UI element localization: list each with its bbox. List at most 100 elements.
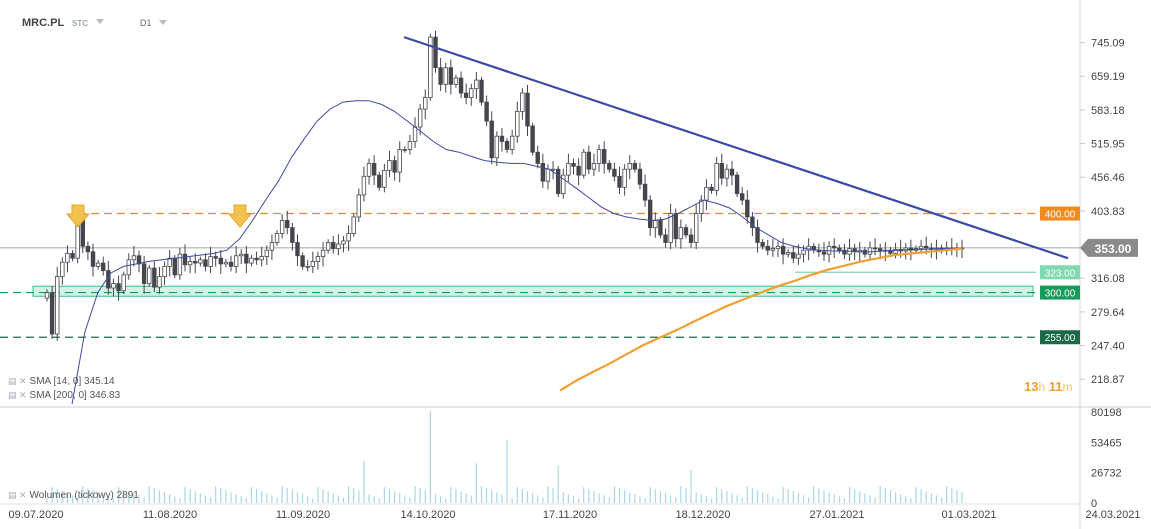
candle-body (683, 227, 689, 236)
candle-body (392, 160, 397, 173)
x-tick-label: 17.11.2020 (543, 509, 597, 521)
candle-body (162, 265, 167, 277)
indicator-sma14[interactable]: ▤ ✕ SMA [14, 0] 345.14 (8, 376, 115, 387)
candle-body (811, 245, 816, 251)
y-tick-label: 403.83 (1091, 206, 1125, 218)
candle-body (821, 251, 827, 255)
candle-body (182, 253, 188, 266)
candle-body (837, 247, 842, 251)
candle-body (438, 67, 443, 85)
candle-body (126, 259, 131, 276)
candle-body (331, 242, 336, 250)
indicator-menu-icon[interactable]: ▤ ✕ (8, 390, 27, 400)
candle-body (65, 252, 70, 263)
candle-body (509, 135, 515, 150)
candle-body (842, 249, 847, 255)
candle-body (279, 220, 285, 234)
candle-body (489, 120, 494, 159)
last-price-label: 353.00 (1095, 242, 1132, 256)
candle-body (239, 253, 244, 257)
candle-body (218, 257, 223, 265)
x-tick-label: 18.12.2020 (675, 509, 730, 521)
candle-body (341, 240, 346, 245)
candle-body (642, 183, 648, 201)
candle-body (49, 292, 55, 335)
price-level-label: 323.00 (1045, 268, 1076, 279)
candle-body (673, 213, 678, 240)
candle-body (893, 249, 898, 254)
candle-body (724, 168, 730, 179)
candle-body (612, 168, 617, 177)
candle-body (601, 149, 607, 164)
support-zone (32, 285, 1034, 297)
candle-body (167, 257, 172, 267)
chart-header: MRC.PL STC D1 (0, 0, 1151, 40)
candle-body (310, 261, 316, 267)
y-tick-label: 583.18 (1091, 105, 1125, 117)
candle-body (141, 263, 147, 284)
down-arrow-icon (65, 204, 91, 228)
price-level-box (1040, 330, 1080, 345)
candle-body (479, 79, 484, 103)
candle-body (581, 151, 586, 176)
candle-body (147, 267, 152, 284)
volume-tick-label: 26732 (1091, 468, 1122, 480)
candle-body (315, 256, 321, 262)
candle-body (264, 249, 270, 257)
candle-body (157, 276, 162, 288)
candle-body (336, 243, 341, 250)
candle-body (152, 267, 157, 288)
timeframe-label[interactable]: D1 (140, 18, 152, 28)
price-level-label: 255.00 (1045, 333, 1076, 344)
x-tick-label: 11.09.2020 (276, 509, 330, 521)
candle-body (663, 234, 668, 243)
candle-body (382, 169, 387, 188)
candle-body (469, 88, 474, 98)
timeframe-dropdown-icon[interactable] (159, 20, 167, 25)
candle-body (412, 126, 418, 142)
x-tick-label: 24.03.2021 (1085, 509, 1140, 521)
candle-body (387, 160, 392, 171)
volume-menu-icon[interactable]: ▤ ✕ (8, 490, 27, 500)
candle-body (550, 168, 556, 171)
candle-body (244, 253, 249, 264)
candle-body (44, 292, 50, 299)
candle-body (55, 276, 60, 335)
candle-body (407, 141, 413, 150)
candle-body (356, 194, 362, 218)
indicator-menu-icon[interactable]: ▤ ✕ (8, 376, 27, 386)
x-tick-label: 14.10.2020 (400, 509, 455, 521)
candle-body (796, 253, 801, 259)
down-arrow-icon (227, 204, 253, 228)
indicator-sma200[interactable]: ▤ ✕ SMA [200, 0] 346.83 (8, 390, 120, 401)
y-tick-label: 247.40 (1091, 341, 1125, 353)
candle-body (131, 255, 137, 261)
candle-body (755, 227, 760, 243)
candle-body (433, 36, 438, 69)
countdown-hours-unit: h (1038, 380, 1046, 394)
trendline (403, 36, 1069, 260)
candle-body (561, 174, 566, 195)
candle-body (801, 249, 806, 255)
candle-body (213, 256, 218, 259)
price-level-box (1040, 285, 1080, 300)
volume-indicator[interactable]: ▤ ✕ Wolumen (tickowy) 2891 (8, 490, 139, 501)
volume-indicator-label: Wolumen (tickowy) 2891 (29, 490, 139, 501)
candle-body (448, 67, 454, 85)
candle-body (714, 163, 719, 191)
symbol-label[interactable]: MRC.PL (22, 17, 65, 29)
candle-body (346, 233, 351, 242)
candle-body (121, 274, 126, 292)
sma14-line (71, 100, 963, 405)
candle-body (719, 163, 724, 179)
y-tick-label: 218.87 (1091, 374, 1125, 386)
candle-body (775, 245, 781, 250)
candle-body (918, 245, 924, 250)
candle-body (198, 259, 203, 264)
candle-body (668, 213, 673, 243)
exchange-dropdown-icon[interactable] (96, 19, 104, 24)
candle-body (290, 227, 295, 243)
exchange-label[interactable]: STC (72, 19, 88, 28)
candle-body (453, 77, 459, 85)
